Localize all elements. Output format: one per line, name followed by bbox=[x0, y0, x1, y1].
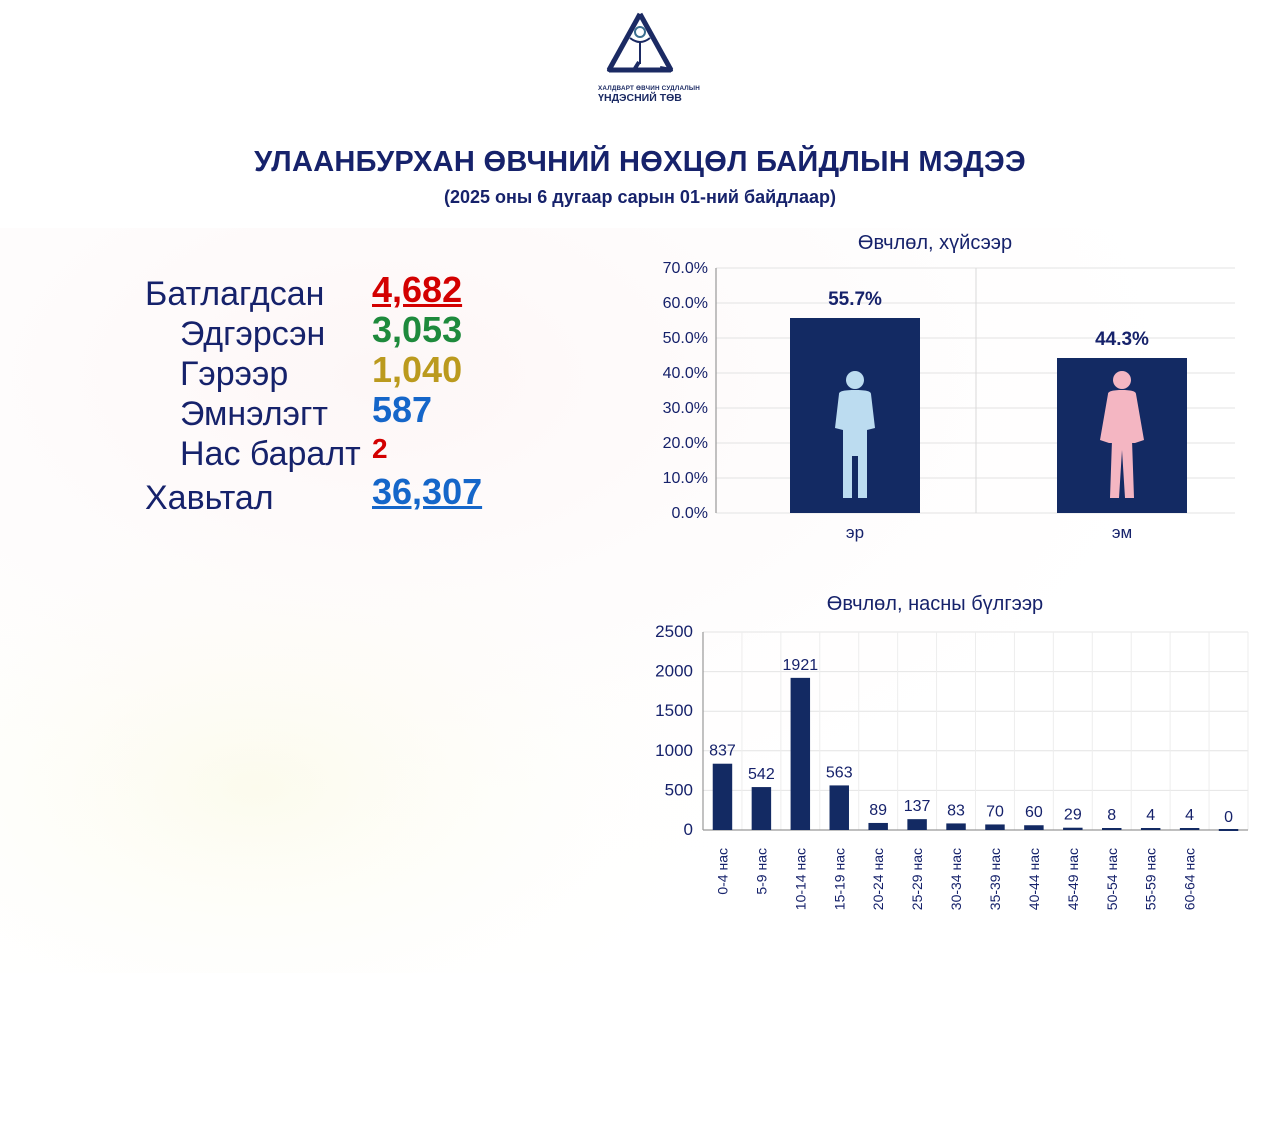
svg-text:2500: 2500 bbox=[655, 622, 693, 641]
svg-text:70: 70 bbox=[986, 803, 1004, 820]
svg-text:500: 500 bbox=[665, 780, 693, 799]
svg-text:55.7%: 55.7% bbox=[828, 289, 882, 310]
svg-text:4: 4 bbox=[1146, 807, 1155, 824]
svg-text:25-29 нас: 25-29 нас bbox=[909, 848, 925, 910]
svg-text:Өвчлөл, насны бүлгээр: Өвчлөл, насны бүлгээр bbox=[827, 593, 1043, 615]
svg-text:44.3%: 44.3% bbox=[1095, 329, 1149, 350]
svg-text:40.0%: 40.0% bbox=[663, 365, 708, 382]
svg-text:137: 137 bbox=[904, 798, 931, 815]
svg-text:10-14 нас: 10-14 нас bbox=[792, 848, 808, 910]
svg-text:29: 29 bbox=[1064, 807, 1082, 824]
svg-text:20-24 нас: 20-24 нас bbox=[870, 848, 886, 910]
svg-text:60-64 нас: 60-64 нас bbox=[1182, 848, 1198, 910]
svg-text:60.0%: 60.0% bbox=[663, 295, 708, 312]
svg-text:15-19 нас: 15-19 нас bbox=[831, 848, 847, 910]
svg-text:1000: 1000 bbox=[655, 741, 693, 760]
svg-text:1500: 1500 bbox=[655, 701, 693, 720]
svg-text:30.0%: 30.0% bbox=[663, 400, 708, 417]
svg-text:0: 0 bbox=[684, 820, 693, 839]
svg-text:1921: 1921 bbox=[783, 657, 819, 674]
svg-text:30-34 нас: 30-34 нас bbox=[948, 848, 964, 910]
svg-text:83: 83 bbox=[947, 802, 965, 819]
svg-text:35-39 нас: 35-39 нас bbox=[987, 848, 1003, 910]
svg-text:2000: 2000 bbox=[655, 662, 693, 681]
svg-text:50-54 нас: 50-54 нас bbox=[1104, 848, 1120, 910]
svg-text:4: 4 bbox=[1185, 807, 1194, 824]
svg-text:837: 837 bbox=[709, 743, 736, 760]
svg-text:50.0%: 50.0% bbox=[663, 330, 708, 347]
svg-text:40-44 нас: 40-44 нас bbox=[1026, 848, 1042, 910]
svg-text:89: 89 bbox=[869, 802, 887, 819]
svg-text:эр: эр bbox=[846, 523, 864, 542]
svg-text:20.0%: 20.0% bbox=[663, 435, 708, 452]
svg-text:0: 0 bbox=[1224, 809, 1233, 826]
svg-text:55-59 нас: 55-59 нас bbox=[1143, 848, 1159, 910]
svg-text:8: 8 bbox=[1107, 807, 1116, 824]
svg-text:542: 542 bbox=[748, 766, 775, 783]
svg-text:5-9 нас: 5-9 нас bbox=[753, 848, 769, 895]
svg-text:0-4 нас: 0-4 нас bbox=[714, 848, 730, 895]
svg-text:60: 60 bbox=[1025, 804, 1043, 821]
svg-text:10.0%: 10.0% bbox=[663, 470, 708, 487]
svg-text:эм: эм bbox=[1112, 523, 1132, 542]
svg-text:45-49 нас: 45-49 нас bbox=[1065, 848, 1081, 910]
svg-text:563: 563 bbox=[826, 764, 853, 781]
svg-text:70.0%: 70.0% bbox=[663, 260, 708, 277]
svg-text:0.0%: 0.0% bbox=[672, 505, 708, 522]
